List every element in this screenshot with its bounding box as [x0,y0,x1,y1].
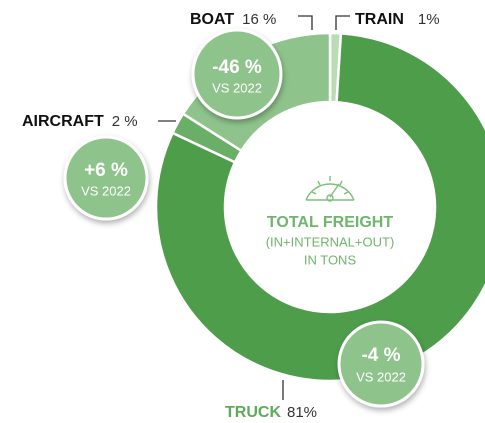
label: BOAT 16 % [190,11,276,28]
badge-circle [63,135,149,221]
badge: -4 % VS 2022 [337,320,425,408]
leader [335,15,350,30]
category: AIRCRAFT [22,113,104,130]
category: TRUCK [225,404,281,421]
badges: -46 % VS 2022 +6 % VS 2022 -4 % VS 2022 [63,28,425,408]
label: AIRCRAFT 2 % [22,113,138,130]
badge-note: VS 2022 [356,369,406,384]
badge-label: +6 % [84,160,128,181]
badge-note: VS 2022 [81,183,131,198]
badge: +6 % VS 2022 [63,135,149,221]
value-label: 1% [418,11,440,28]
label: TRUCK 81% [225,404,317,421]
badge-label: -4 % [361,345,400,366]
value-label: 81% [287,404,317,421]
category: BOAT [190,11,234,28]
gauge-icon [305,183,355,201]
badge-circle [191,28,283,120]
value-label: 2 % [112,113,138,130]
value-label: 16 % [242,11,276,28]
leader [298,15,313,30]
center-subtitle: IN TONS [304,252,357,267]
slice [154,32,485,383]
labels: BOAT 16 % TRAIN 1% AIRCRAFT 2 % TRUCK 81% [22,11,440,421]
badge-label: -46 % [212,57,262,78]
category: TRAIN [355,11,404,28]
badge-circle [337,320,425,408]
gauge-ticks [311,176,349,198]
center-title: TOTAL FREIGHT [267,214,393,231]
badge: -46 % VS 2022 [191,28,283,120]
badge-note: VS 2022 [212,80,262,95]
label: TRAIN 1% [355,11,440,28]
center: TOTAL FREIGHT (IN+INTERNAL+OUT) IN TONS [266,176,395,267]
gauge-hub [326,194,334,202]
center-subtitle: (IN+INTERNAL+OUT) [266,234,395,249]
